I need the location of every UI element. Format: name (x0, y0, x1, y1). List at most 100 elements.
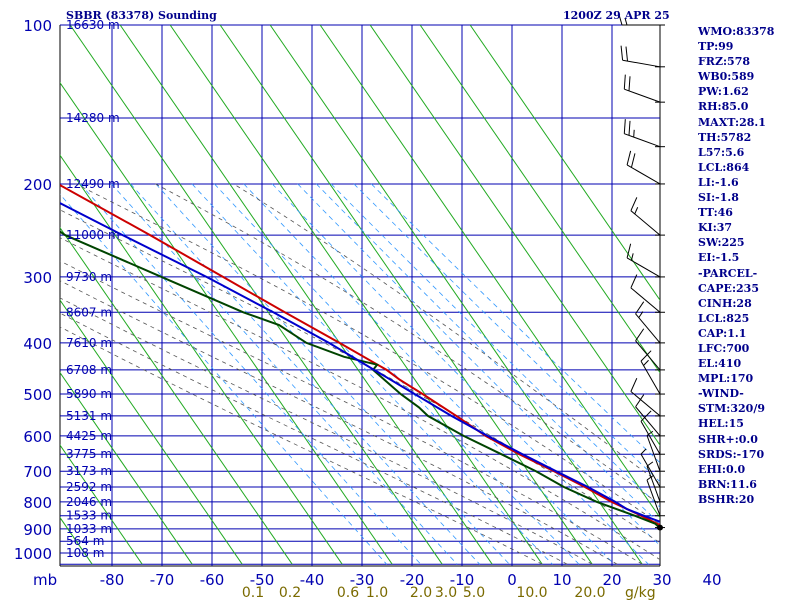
wind-barb-flag (628, 76, 631, 91)
wind-barb-half-flag (624, 17, 628, 26)
pressure-tick-label: 600 (23, 428, 52, 446)
wind-barb-staff (630, 287, 661, 313)
isotherm-line (0, 25, 42, 564)
wind-barb-flag (630, 197, 638, 211)
pressure-tick-label: 1000 (14, 545, 52, 563)
mixing-ratio-line (353, 183, 660, 483)
height-label: 1033 m (66, 522, 112, 536)
plot-area (0, 25, 660, 565)
isotherm-line (60, 444, 143, 565)
wind-barb-flag (635, 328, 645, 342)
temperature-tick-label: 10 (552, 571, 571, 589)
stat-item: RH:85.0 (698, 100, 749, 114)
wind-barb-staff (624, 88, 661, 103)
stat-item: -PARCEL- (698, 266, 758, 280)
height-label: 16630 m (66, 18, 120, 32)
height-label: 2592 m (66, 480, 112, 494)
moist-adiabat-line (155, 183, 660, 506)
height-label: 1533 m (66, 509, 112, 523)
mixing-ratio-line (130, 183, 480, 565)
pressure-tick-label: 900 (23, 521, 52, 539)
mixing-ratio-line (214, 183, 580, 565)
mixing-ratio-line (243, 183, 615, 565)
pressure-tick-label: 100 (23, 17, 52, 35)
stat-item: EI:-1.5 (698, 251, 740, 265)
wind-barb-half-flag (630, 253, 634, 261)
height-label: 11000 m (66, 228, 120, 242)
isotherm-lines (0, 25, 660, 565)
stat-item: PW:1.62 (698, 85, 749, 99)
pressure-tick-label: 700 (23, 463, 52, 481)
mixing-ratio-label: 0.6 (337, 585, 359, 600)
temperature-tick-label: -70 (150, 571, 175, 589)
stat-item: SI:-1.8 (698, 191, 739, 205)
stat-item: EL:410 (698, 357, 742, 371)
height-label: 8607 m (66, 305, 112, 319)
stat-item: HEL:15 (698, 417, 744, 431)
mixing-ratio-label: 1.0 (366, 585, 388, 600)
wind-barb-staff (640, 360, 661, 395)
wind-barb-staff (646, 479, 661, 516)
stability-indices-panel: WMO:83378 TP:99 FRZ:578 WB0:589 PW:1.62 RH:85… (698, 24, 774, 507)
isotherm-line (69, 25, 443, 565)
wind-barb-flag (630, 274, 638, 289)
height-label: 4425 m (66, 429, 112, 443)
stat-item: BSHR:20 (698, 492, 755, 506)
wind-barb-staff (624, 133, 661, 148)
height-label: 14280 m (66, 111, 120, 125)
mixing-ratio-line (371, 183, 660, 464)
pressure-tick-label: 300 (23, 269, 52, 287)
station-title: SBBR (83378) Sounding (66, 9, 217, 22)
mixing-ratio-line (111, 183, 458, 565)
stat-item: TP:99 (698, 40, 734, 54)
wind-barb-flag (635, 301, 645, 315)
temperature-tick-label: -30 (350, 571, 375, 589)
stat-item: STM:320/9 (698, 402, 765, 416)
temperature-tick-label: -20 (400, 571, 425, 589)
stat-item: CINH:28 (698, 296, 752, 310)
mixing-ratio-label: 10.0 (516, 585, 547, 600)
wind-barb-flag (617, 10, 623, 26)
wind-barb-flag (625, 46, 628, 62)
mixing-ratio-line (191, 183, 553, 565)
wind-barbs (617, 10, 665, 531)
wind-barb-flag (640, 410, 652, 422)
wind-barb-staff (640, 453, 661, 488)
pressure-tick-label: 500 (23, 386, 52, 404)
isotherm-line (319, 25, 660, 519)
moist-adiabat-lines (60, 183, 660, 565)
stat-item: TH:5782 (698, 130, 752, 144)
moist-adiabat-line (60, 326, 543, 565)
temperature-tick-label: 30 (652, 571, 671, 589)
mixing-ratio-line (316, 183, 660, 525)
height-label: 2046 m (66, 495, 112, 509)
wind-barb-half-flag (638, 311, 644, 318)
pressure-tick-label: 800 (23, 494, 52, 512)
moist-adiabat-line (60, 312, 568, 565)
moist-adiabat-line (60, 280, 618, 565)
dewpoint-profile-line (60, 230, 660, 529)
mixing-ratio-line (79, 183, 421, 565)
stat-item: LI:-1.6 (698, 175, 739, 189)
stat-item: EHI:0.0 (698, 462, 746, 476)
isotherm-line (419, 25, 660, 374)
stat-item: KI:37 (698, 221, 733, 235)
wind-barb-flag (628, 120, 631, 136)
stat-item: CAP:1.1 (698, 326, 747, 340)
wind-barb-staff (626, 164, 661, 185)
wind-barb-flag (620, 45, 624, 61)
temperature-tick-label: -10 (450, 571, 475, 589)
isotherm-line (119, 25, 493, 565)
observation-time: 1200Z 29 APR 25 (563, 9, 670, 22)
stat-item: FRZ:578 (698, 55, 751, 69)
moist-adiabat-line (233, 183, 660, 485)
wind-barb-half-flag (646, 475, 654, 481)
stat-item: -WIND- (698, 387, 744, 401)
temperature-tick-label: -40 (300, 571, 325, 589)
isotherm-line (60, 371, 193, 565)
wind-barb-flag (635, 394, 645, 408)
stat-item: MPL:170 (698, 372, 754, 386)
moist-adiabat-line (60, 260, 643, 565)
wind-barb-half-flag (633, 129, 635, 138)
wind-barb-flag (626, 243, 632, 259)
